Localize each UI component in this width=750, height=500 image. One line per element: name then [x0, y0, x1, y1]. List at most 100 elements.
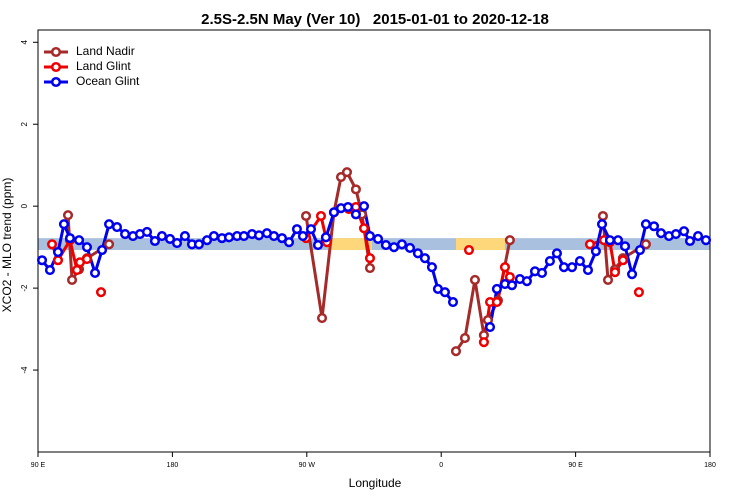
data-point [301, 210, 312, 222]
data-point [439, 287, 450, 298]
data-point [617, 255, 628, 266]
data-point [358, 223, 370, 234]
data-point [612, 235, 624, 246]
data-point [634, 244, 646, 256]
data-point [655, 228, 667, 239]
data-point [426, 262, 437, 273]
data-point [179, 231, 190, 242]
chart-title: 2.5S-2.5N May (Ver 10) 2015-01-01 to 202… [201, 11, 549, 28]
data-point [582, 265, 594, 276]
data-point [36, 255, 48, 266]
data-point [315, 210, 327, 222]
data-point [670, 228, 682, 240]
data-point [312, 240, 324, 251]
data-point [491, 296, 502, 308]
data-point [64, 233, 76, 244]
data-point [104, 219, 115, 230]
data-point [602, 274, 614, 285]
data-point [44, 265, 55, 276]
data-point [590, 246, 601, 257]
data-point [238, 231, 249, 242]
data-point [609, 267, 621, 278]
data-point [52, 247, 64, 258]
data-point [305, 224, 317, 235]
data-point [141, 226, 153, 238]
data-point [558, 262, 570, 273]
band-highlight [328, 238, 372, 251]
data-point [463, 244, 475, 256]
series-line [52, 207, 639, 342]
data-point [58, 219, 70, 230]
legend-label: Land Nadir [76, 44, 135, 58]
data-point [491, 283, 502, 294]
series-line [66, 170, 647, 353]
data-point [342, 201, 354, 213]
data-point [544, 256, 555, 267]
data-point [478, 337, 489, 348]
data-point [388, 242, 400, 253]
band-highlight [455, 238, 505, 251]
data-point [81, 253, 93, 265]
legend-marker [50, 46, 62, 58]
x-tick-label: 0 [439, 462, 443, 469]
data-point [320, 232, 331, 243]
data-point [574, 256, 585, 267]
data-point [506, 280, 518, 291]
legend-marker [50, 76, 62, 88]
legend-marker [50, 61, 62, 73]
data-point [633, 287, 644, 298]
data-point [46, 239, 58, 250]
data-point [700, 235, 712, 246]
data-point [484, 321, 496, 333]
data-point [149, 235, 160, 247]
data-point [499, 262, 511, 273]
data-point [372, 233, 384, 245]
data-point [95, 287, 107, 298]
y-tick-label: 0 [20, 203, 29, 208]
data-point [584, 239, 595, 250]
data-point [208, 231, 219, 242]
data-point [120, 228, 131, 240]
y-tick-label: -2 [20, 284, 29, 292]
y-tick-label: 4 [20, 40, 29, 45]
data-point [52, 255, 64, 266]
x-tick-label: 90 E [31, 462, 46, 469]
data-point [412, 248, 423, 259]
data-point [626, 269, 638, 280]
data-point [81, 242, 93, 253]
data-point [350, 184, 361, 195]
data-point [358, 201, 370, 212]
data-point [447, 296, 459, 308]
reference-band [38, 238, 710, 251]
data-point [171, 237, 183, 249]
data-point [419, 253, 430, 264]
x-tick-label: 90 E [568, 462, 583, 469]
data-point [648, 221, 660, 232]
data-point [684, 235, 696, 247]
data-point [316, 312, 328, 324]
legend-label: Ocean Glint [76, 74, 140, 88]
data-point [283, 237, 295, 248]
data-point [678, 226, 690, 237]
data-point [619, 241, 631, 252]
x-tick-label: 180 [167, 462, 179, 469]
data-point [193, 239, 205, 250]
data-point [350, 209, 361, 220]
data-point [566, 262, 578, 273]
data-point [640, 239, 651, 250]
data-point [364, 231, 376, 242]
data-point [504, 235, 515, 246]
data-point [396, 239, 407, 250]
x-tick-label: 90 W [299, 462, 316, 469]
data-point [551, 248, 562, 259]
data-point [404, 242, 416, 254]
data-point [335, 172, 347, 183]
data-point [364, 253, 376, 264]
data-point [597, 210, 608, 222]
data-point [97, 244, 108, 256]
y-tick-label: 2 [20, 121, 29, 126]
data-point [341, 167, 353, 178]
data-point [297, 231, 308, 242]
data-point [104, 239, 115, 250]
data-point [74, 235, 85, 246]
